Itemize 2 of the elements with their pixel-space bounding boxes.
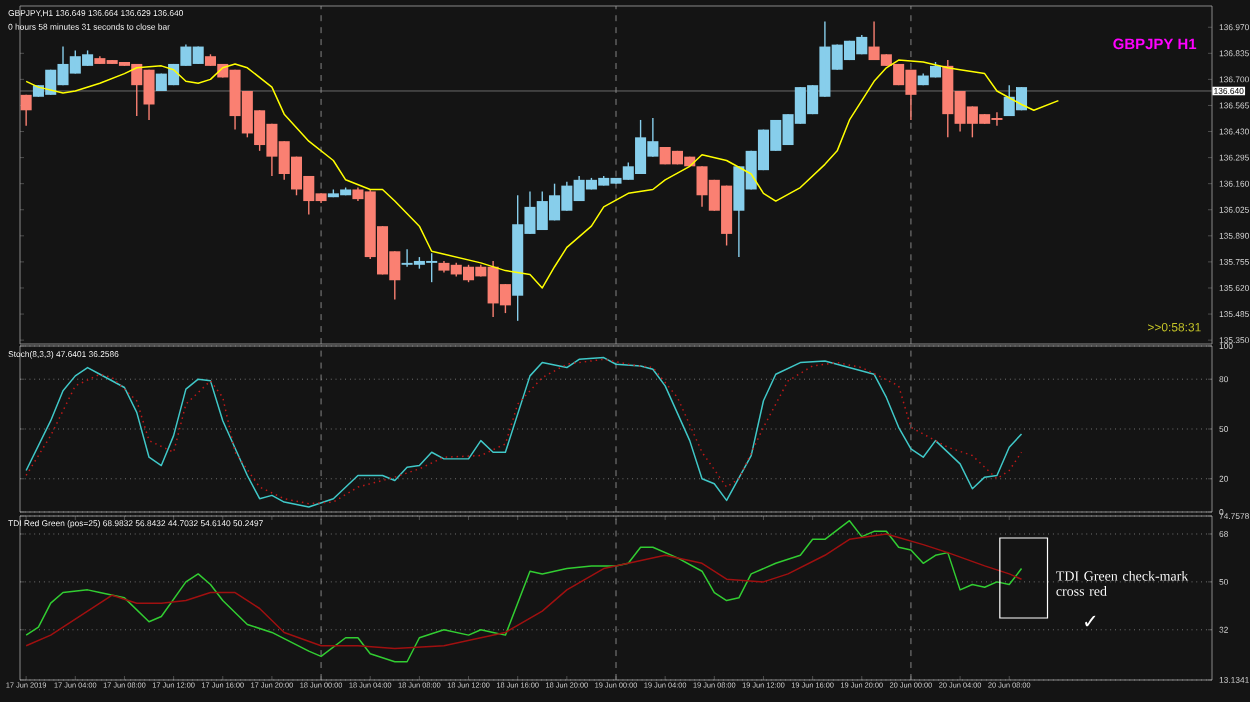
line-series [25, 519, 1023, 663]
annotation: ✓ [1085, 615, 1096, 627]
